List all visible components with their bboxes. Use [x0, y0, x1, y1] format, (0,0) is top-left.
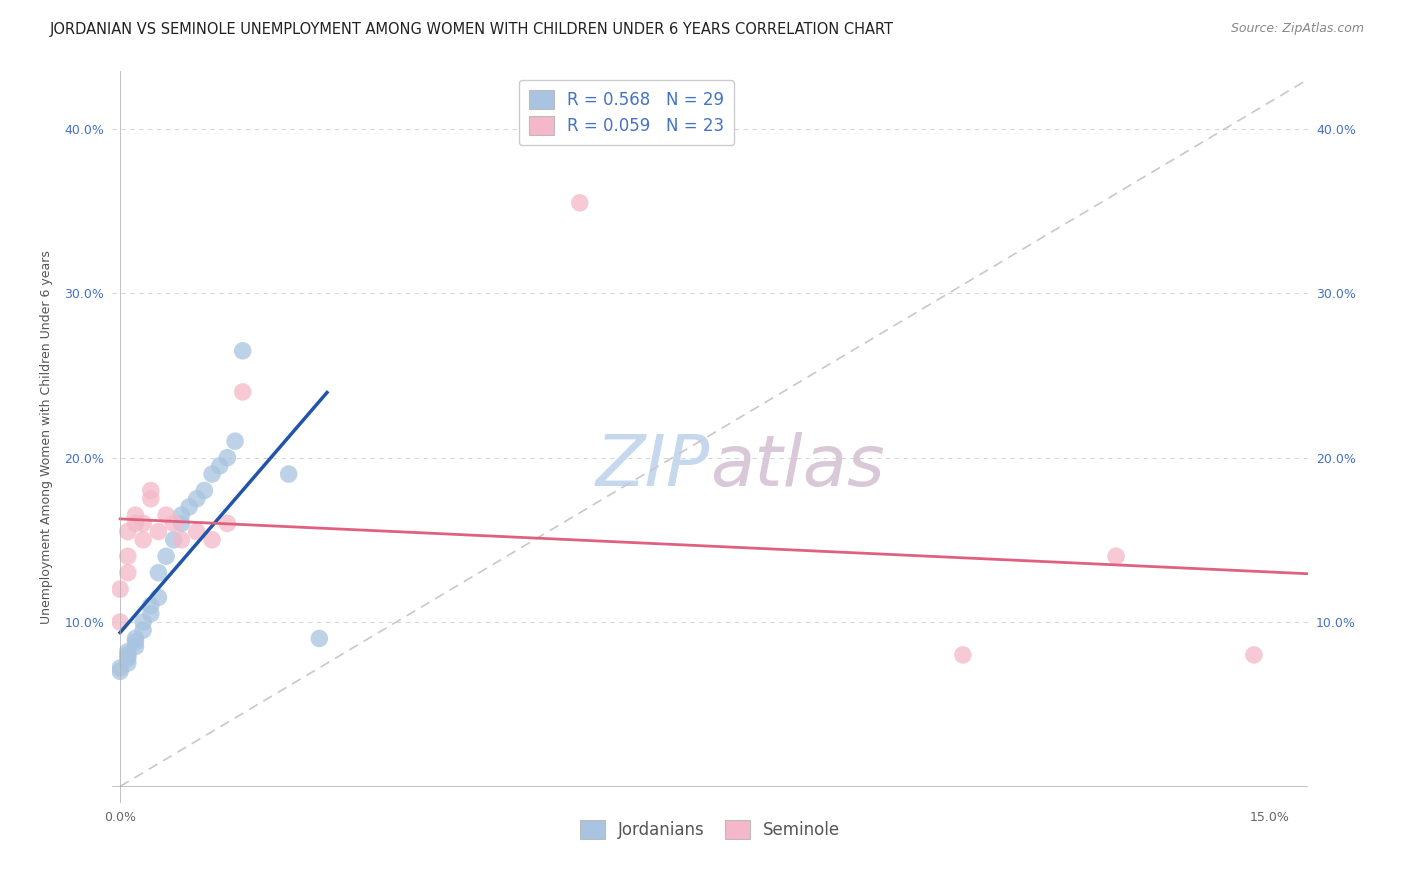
Point: [568, 195, 591, 210]
Point: [132, 615, 155, 629]
Point: [108, 615, 131, 629]
Point: [124, 508, 146, 523]
Y-axis label: Unemployment Among Women with Children Under 6 years: Unemployment Among Women with Children U…: [41, 250, 53, 624]
Point: [117, 549, 139, 564]
Point: [108, 661, 131, 675]
Point: [155, 549, 177, 564]
Point: [108, 582, 131, 596]
Point: [108, 665, 131, 679]
Point: [132, 624, 155, 638]
Point: [217, 450, 239, 465]
Point: [201, 533, 224, 547]
Point: [132, 533, 155, 547]
Point: [308, 632, 330, 646]
Point: [117, 648, 139, 662]
Point: [117, 524, 139, 539]
Text: atlas: atlas: [710, 432, 884, 500]
Point: [217, 516, 239, 531]
Point: [1105, 549, 1128, 564]
Point: [952, 648, 974, 662]
Point: [232, 384, 254, 399]
Point: [193, 483, 215, 498]
Point: [208, 458, 231, 473]
Point: [163, 533, 186, 547]
Point: [232, 343, 254, 358]
Point: [277, 467, 299, 481]
Point: [139, 491, 162, 506]
Point: [117, 566, 139, 580]
Point: [224, 434, 246, 449]
Text: Source: ZipAtlas.com: Source: ZipAtlas.com: [1230, 22, 1364, 36]
Point: [186, 524, 208, 539]
Point: [148, 566, 170, 580]
Point: [186, 491, 208, 506]
Point: [117, 651, 139, 665]
Point: [117, 644, 139, 658]
Point: [170, 516, 193, 531]
Text: JORDANIAN VS SEMINOLE UNEMPLOYMENT AMONG WOMEN WITH CHILDREN UNDER 6 YEARS CORRE: JORDANIAN VS SEMINOLE UNEMPLOYMENT AMONG…: [49, 22, 893, 37]
Point: [148, 524, 170, 539]
Point: [1243, 648, 1265, 662]
Legend: Jordanians, Seminole: Jordanians, Seminole: [574, 814, 846, 846]
Point: [124, 632, 146, 646]
Point: [177, 500, 200, 514]
Point: [148, 591, 170, 605]
Point: [155, 508, 177, 523]
Point: [132, 516, 155, 531]
Point: [170, 533, 193, 547]
Point: [170, 508, 193, 523]
Point: [201, 467, 224, 481]
Point: [139, 599, 162, 613]
Point: [139, 483, 162, 498]
Point: [124, 516, 146, 531]
Point: [124, 634, 146, 648]
Point: [124, 640, 146, 654]
Text: ZIP: ZIP: [596, 432, 710, 500]
Point: [117, 656, 139, 670]
Point: [163, 516, 186, 531]
Point: [139, 607, 162, 621]
